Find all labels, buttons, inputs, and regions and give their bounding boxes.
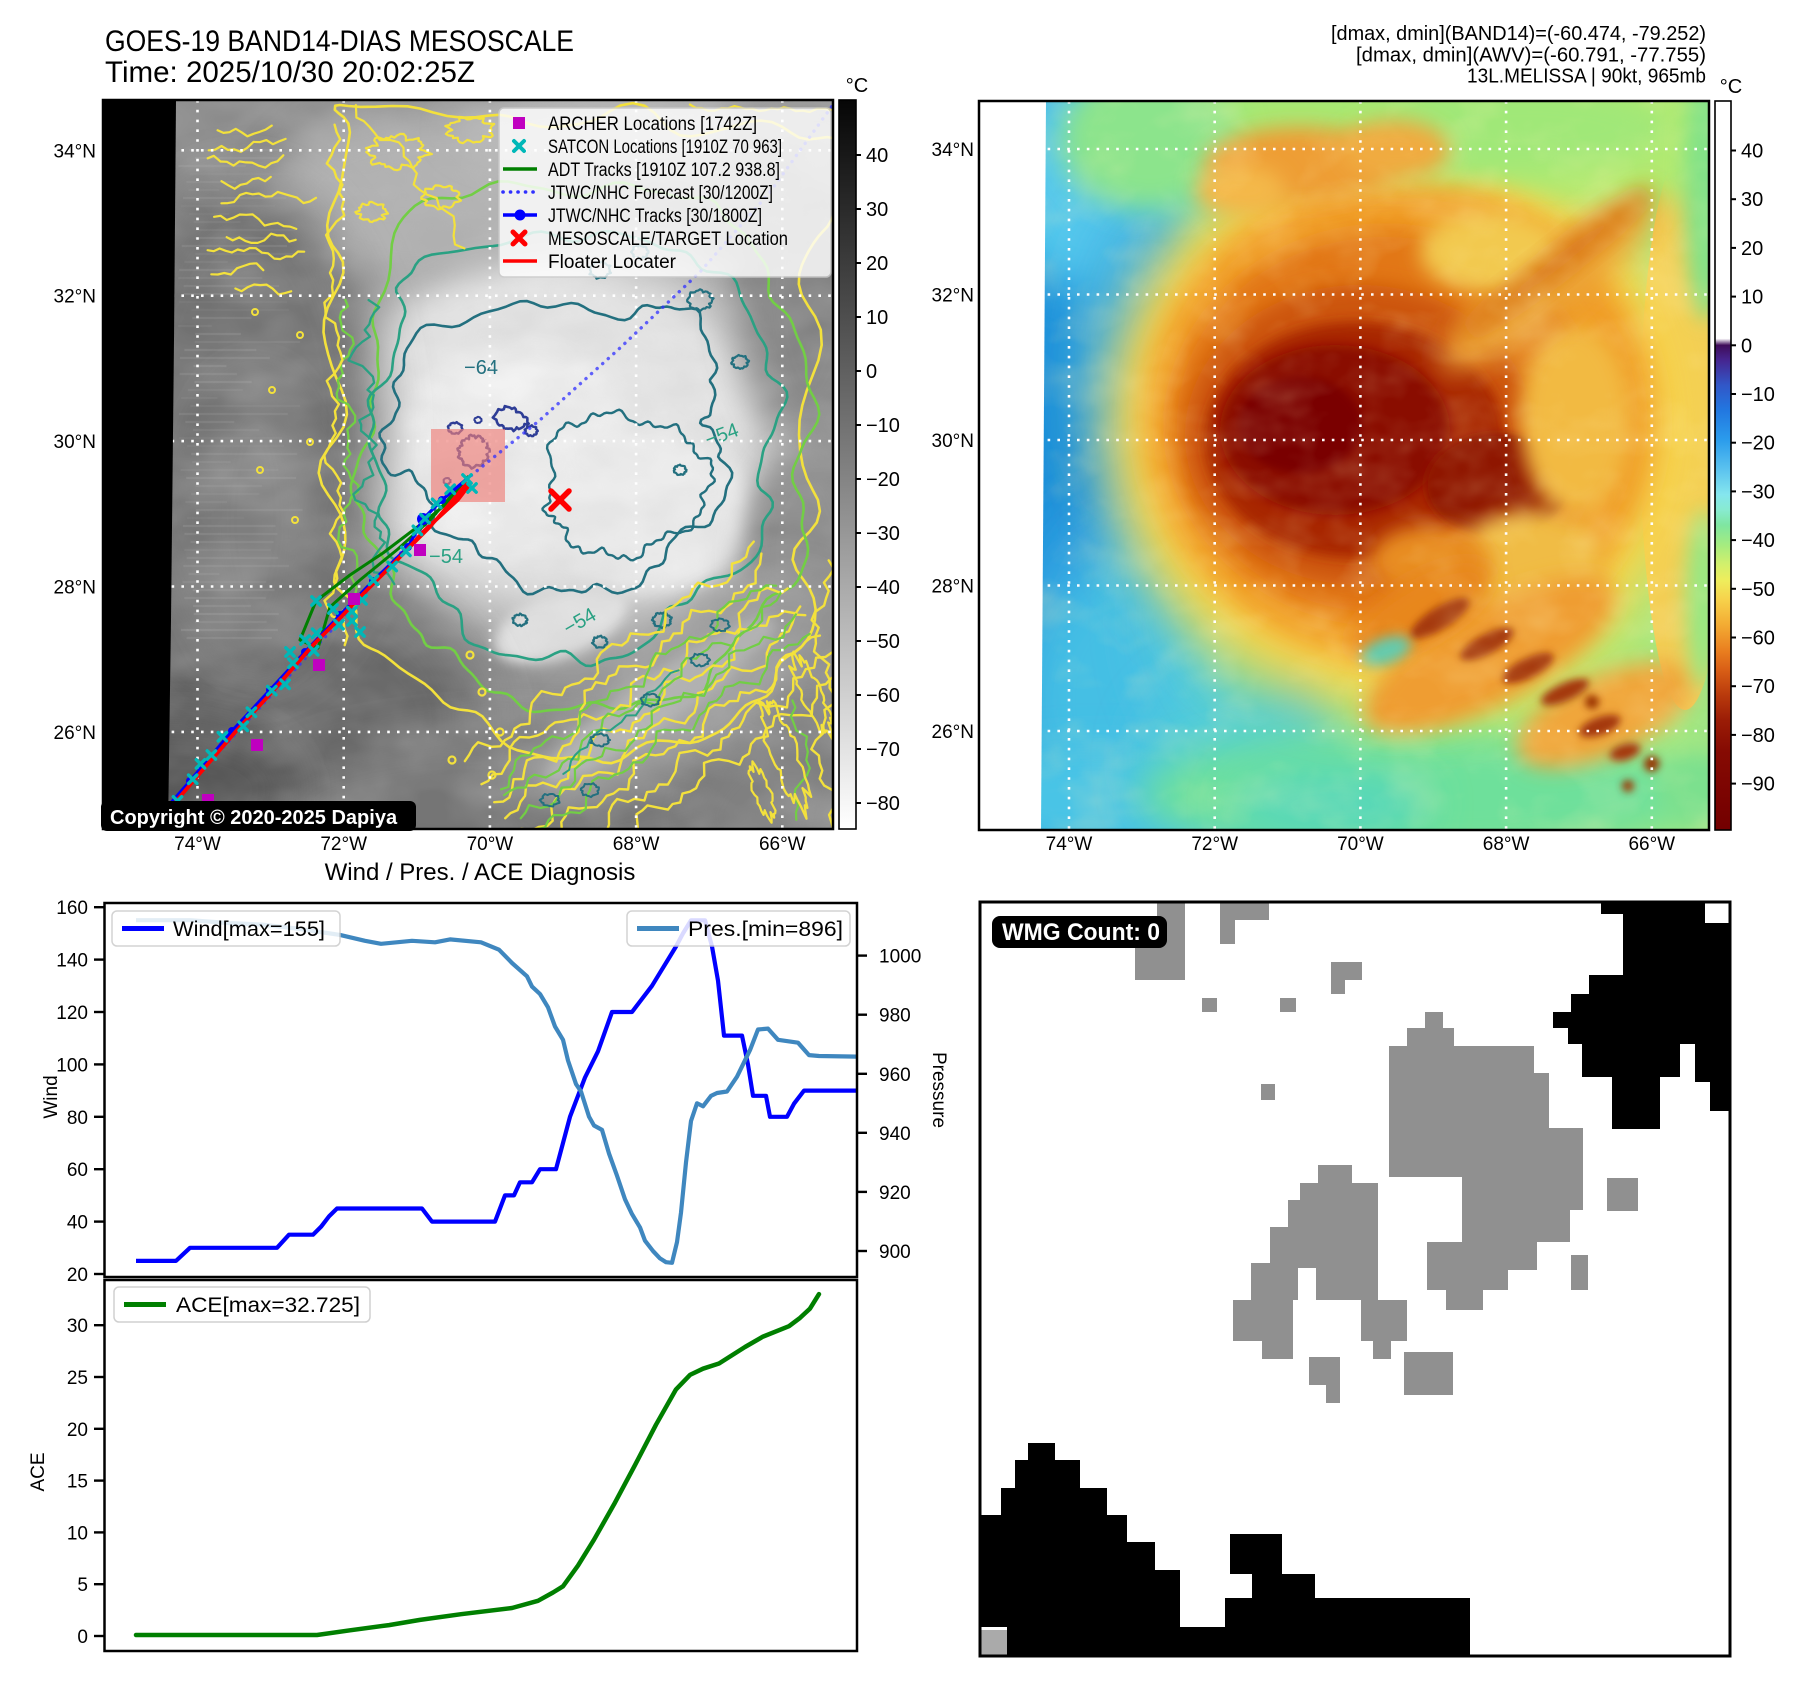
svg-text:GOES-19 BAND14-DIAS MESOSCALE: GOES-19 BAND14-DIAS MESOSCALE xyxy=(105,25,574,58)
svg-text:−54: −54 xyxy=(429,546,463,568)
svg-text:13L.MELISSA | 90kt, 965mb: 13L.MELISSA | 90kt, 965mb xyxy=(1467,66,1706,88)
svg-text:°C: °C xyxy=(846,75,868,97)
svg-text:20: 20 xyxy=(866,253,888,275)
svg-text:ACE[max=32.725]: ACE[max=32.725] xyxy=(176,1294,360,1317)
svg-text:10: 10 xyxy=(67,1523,88,1544)
svg-text:72°W: 72°W xyxy=(1191,834,1238,855)
svg-text:26°N: 26°N xyxy=(54,723,96,744)
svg-text:Pressure: Pressure xyxy=(928,1052,949,1128)
svg-text:Time: 2025/10/30 20:02:25Z: Time: 2025/10/30 20:02:25Z xyxy=(105,56,475,89)
svg-text:−50: −50 xyxy=(866,631,900,653)
svg-text:0: 0 xyxy=(1741,335,1752,357)
svg-text:68°W: 68°W xyxy=(613,834,660,855)
svg-text:140: 140 xyxy=(56,951,88,972)
svg-text:25: 25 xyxy=(67,1368,88,1389)
svg-text:−30: −30 xyxy=(866,523,900,545)
svg-text:°C: °C xyxy=(1720,76,1742,98)
svg-text:66°W: 66°W xyxy=(1628,834,1675,855)
svg-text:40: 40 xyxy=(67,1213,88,1234)
svg-text:32°N: 32°N xyxy=(54,287,96,308)
svg-text:−20: −20 xyxy=(866,469,900,491)
svg-text:10: 10 xyxy=(1741,287,1763,309)
svg-text:30°N: 30°N xyxy=(932,431,974,452)
svg-text:20: 20 xyxy=(67,1420,88,1441)
svg-text:80: 80 xyxy=(67,1108,88,1129)
svg-text:ADT Tracks [1910Z 107.2 938.8]: ADT Tracks [1910Z 107.2 938.8] xyxy=(548,160,780,181)
svg-text:JTWC/NHC Forecast [30/1200Z]: JTWC/NHC Forecast [30/1200Z] xyxy=(548,183,773,204)
svg-text:0: 0 xyxy=(77,1627,88,1648)
svg-text:Copyright © 2020-2025 Dapiya: Copyright © 2020-2025 Dapiya xyxy=(110,807,398,829)
svg-text:5: 5 xyxy=(77,1575,88,1596)
svg-text:Floater Locater: Floater Locater xyxy=(548,252,677,273)
svg-text:SATCON Locations [1910Z 70 963: SATCON Locations [1910Z 70 963] xyxy=(548,137,782,158)
svg-text:28°N: 28°N xyxy=(932,577,974,598)
svg-text:−70: −70 xyxy=(1741,676,1775,698)
svg-text:30°N: 30°N xyxy=(54,432,96,453)
svg-text:[dmax, dmin](AWV)=(-60.791, -7: [dmax, dmin](AWV)=(-60.791, -77.755) xyxy=(1356,45,1706,67)
svg-text:−30: −30 xyxy=(1741,481,1775,503)
svg-text:940: 940 xyxy=(879,1124,911,1145)
svg-text:66°W: 66°W xyxy=(759,834,806,855)
svg-text:−40: −40 xyxy=(866,577,900,599)
svg-text:−20: −20 xyxy=(1741,433,1775,455)
svg-text:120: 120 xyxy=(56,1003,88,1024)
svg-text:[dmax, dmin](BAND14)=(-60.474,: [dmax, dmin](BAND14)=(-60.474, -79.252) xyxy=(1331,23,1706,45)
svg-text:40: 40 xyxy=(1741,141,1763,163)
svg-text:40: 40 xyxy=(866,145,888,167)
svg-text:70°W: 70°W xyxy=(1337,834,1384,855)
svg-text:100: 100 xyxy=(56,1055,88,1076)
svg-text:WMG Count: 0: WMG Count: 0 xyxy=(1002,919,1160,946)
svg-text:15: 15 xyxy=(67,1472,88,1493)
svg-text:−60: −60 xyxy=(1741,628,1775,650)
svg-text:−60: −60 xyxy=(866,685,900,707)
svg-text:ACE: ACE xyxy=(28,1452,49,1491)
svg-text:30: 30 xyxy=(1741,189,1763,211)
svg-text:Wind[max=155]: Wind[max=155] xyxy=(173,918,325,941)
svg-text:−64: −64 xyxy=(464,357,498,379)
svg-text:Wind / Pres. / ACE Diagnosis: Wind / Pres. / ACE Diagnosis xyxy=(325,859,636,886)
svg-text:74°W: 74°W xyxy=(174,834,221,855)
svg-text:10: 10 xyxy=(866,307,888,329)
svg-text:28°N: 28°N xyxy=(54,578,96,599)
svg-text:32°N: 32°N xyxy=(932,286,974,307)
svg-text:72°W: 72°W xyxy=(320,834,367,855)
svg-text:20: 20 xyxy=(67,1265,88,1286)
svg-text:74°W: 74°W xyxy=(1046,834,1093,855)
svg-text:−10: −10 xyxy=(1741,384,1775,406)
svg-text:−50: −50 xyxy=(1741,579,1775,601)
svg-text:26°N: 26°N xyxy=(932,722,974,743)
svg-text:−80: −80 xyxy=(866,793,900,815)
svg-text:MESOSCALE/TARGET Location: MESOSCALE/TARGET Location xyxy=(548,229,788,250)
svg-text:160: 160 xyxy=(56,898,88,919)
svg-text:−40: −40 xyxy=(1741,530,1775,552)
svg-text:Wind: Wind xyxy=(41,1075,62,1118)
svg-text:20: 20 xyxy=(1741,238,1763,260)
svg-text:0: 0 xyxy=(866,361,877,383)
svg-text:ARCHER Locations [1742Z]: ARCHER Locations [1742Z] xyxy=(548,114,757,135)
svg-text:−10: −10 xyxy=(866,415,900,437)
svg-text:−90: −90 xyxy=(1741,774,1775,796)
svg-text:30: 30 xyxy=(67,1316,88,1337)
svg-text:920: 920 xyxy=(879,1183,911,1204)
svg-text:68°W: 68°W xyxy=(1483,834,1530,855)
svg-text:1000: 1000 xyxy=(879,947,921,968)
svg-text:70°W: 70°W xyxy=(467,834,514,855)
svg-text:960: 960 xyxy=(879,1065,911,1086)
svg-text:60: 60 xyxy=(67,1160,88,1181)
svg-text:900: 900 xyxy=(879,1242,911,1263)
svg-text:980: 980 xyxy=(879,1006,911,1027)
svg-text:30: 30 xyxy=(866,199,888,221)
svg-text:−70: −70 xyxy=(866,739,900,761)
svg-text:34°N: 34°N xyxy=(932,140,974,161)
svg-text:Pres.[min=896]: Pres.[min=896] xyxy=(688,918,843,941)
svg-text:JTWC/NHC Tracks [30/1800Z]: JTWC/NHC Tracks [30/1800Z] xyxy=(548,206,762,227)
svg-text:−80: −80 xyxy=(1741,725,1775,747)
svg-text:34°N: 34°N xyxy=(54,141,96,162)
